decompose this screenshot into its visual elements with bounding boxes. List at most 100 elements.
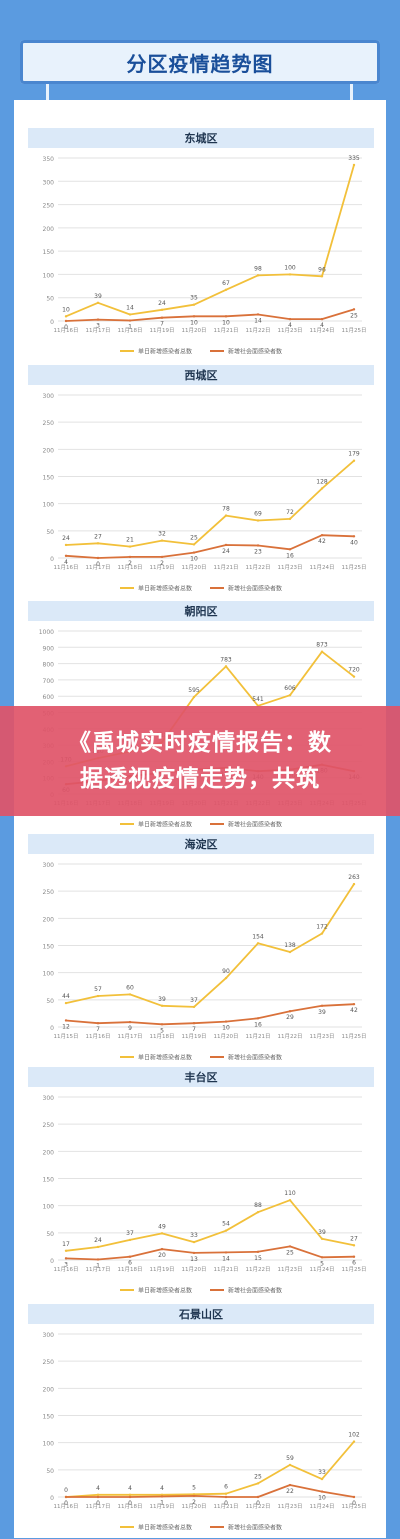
data-label: 154 <box>252 933 264 940</box>
data-label: 10 <box>190 319 198 326</box>
data-label: 16 <box>286 552 294 559</box>
chart-title: 海淀区 <box>28 834 374 854</box>
x-tick-label: 11月20日 <box>214 1033 239 1040</box>
data-label: 24 <box>94 1237 102 1244</box>
y-tick-label: 0 <box>50 1495 54 1502</box>
data-point <box>128 1495 132 1499</box>
data-point <box>96 1495 100 1499</box>
y-tick-label: 100 <box>43 971 55 978</box>
data-label: 33 <box>318 1469 326 1476</box>
data-label: 595 <box>188 687 200 694</box>
data-label: 29 <box>286 1014 294 1021</box>
x-tick-label: 11月19日 <box>150 1503 175 1510</box>
data-point <box>352 308 356 311</box>
data-point <box>96 301 100 305</box>
x-tick-label: 11月24日 <box>310 564 335 571</box>
data-label: 102 <box>348 1432 360 1439</box>
data-label: 20 <box>158 1252 166 1259</box>
data-label: 4 <box>160 1485 164 1492</box>
data-point <box>224 315 228 318</box>
data-label: 7 <box>192 1026 196 1033</box>
y-tick-label: 150 <box>43 1177 55 1184</box>
data-point <box>224 1495 228 1499</box>
x-tick-label: 11月19日 <box>150 327 175 334</box>
x-tick-label: 11月23日 <box>278 1503 303 1510</box>
data-label: 2 <box>128 560 132 567</box>
data-label: 39 <box>318 1229 326 1236</box>
data-point <box>224 1229 228 1232</box>
data-label: 0 <box>96 1500 100 1507</box>
x-tick-label: 11月18日 <box>118 564 143 571</box>
data-point <box>320 1490 324 1493</box>
data-point <box>352 1002 356 1006</box>
data-point <box>224 543 228 547</box>
data-label: 21 <box>126 537 134 544</box>
data-point <box>64 1257 68 1260</box>
data-label: 4 <box>288 322 292 329</box>
y-tick-label: 0 <box>50 1025 54 1032</box>
x-tick-label: 11月16日 <box>54 1503 79 1510</box>
data-point <box>256 1495 260 1499</box>
x-tick-label: 11月23日 <box>278 564 303 571</box>
y-tick-label: 50 <box>46 296 54 303</box>
data-label: 14 <box>126 304 134 311</box>
data-point <box>192 551 196 554</box>
x-tick-label: 11月25日 <box>342 564 367 571</box>
data-point <box>96 1245 100 1249</box>
data-label: 39 <box>94 293 102 300</box>
x-tick-label: 11月23日 <box>310 1033 335 1040</box>
data-point <box>128 313 132 316</box>
data-point <box>192 1494 196 1498</box>
data-point <box>256 942 260 945</box>
data-point <box>256 544 260 547</box>
data-label: 96 <box>318 266 326 273</box>
x-tick-label: 11月24日 <box>310 1503 335 1510</box>
legend-label: 新增社会面感染者数 <box>228 348 282 356</box>
line-chart: 0 50 100 150 200 250 300 11月16日 11月17日 11月18日 11月1… <box>43 1095 367 1295</box>
data-point <box>224 976 228 980</box>
series-line <box>65 534 355 559</box>
data-point <box>64 1495 68 1499</box>
data-label: 100 <box>284 264 296 271</box>
data-point <box>288 1483 292 1487</box>
data-point <box>192 1005 196 1009</box>
y-tick-label: 0 <box>50 1258 54 1265</box>
data-label: 60 <box>126 984 134 991</box>
x-tick-label: 11月21日 <box>214 327 239 334</box>
x-tick-label: 11月17日 <box>86 1266 111 1273</box>
data-point <box>192 1021 196 1025</box>
district-chart-panel: 石景山区 0 50 100 150 200 250 300 11月16日 11月17日 11月18日… <box>28 1304 374 1539</box>
data-label: 40 <box>350 539 358 546</box>
data-label: 54 <box>222 1221 230 1228</box>
x-tick-label: 11月17日 <box>86 564 111 571</box>
x-tick-label: 11月18日 <box>150 1033 175 1040</box>
data-label: 6 <box>128 1260 132 1267</box>
data-point <box>320 275 324 278</box>
data-point <box>352 1495 356 1499</box>
district-chart-panel: 海淀区 0 50 100 150 200 250 300 11月15日 11月16日 11月17日 1… <box>28 834 374 1069</box>
data-label: 0 <box>224 1500 228 1507</box>
data-label: 42 <box>350 1007 358 1014</box>
data-point <box>288 1010 292 1013</box>
data-point <box>224 665 228 668</box>
data-point <box>160 1023 164 1026</box>
data-label: 7 <box>160 321 164 328</box>
y-tick-label: 50 <box>46 1231 54 1238</box>
data-label: 4 <box>320 322 324 329</box>
legend-label: 单日新增感染者总数 <box>138 1287 192 1295</box>
data-label: 17 <box>62 1241 70 1248</box>
x-tick-label: 11月21日 <box>214 1503 239 1510</box>
data-point <box>128 1493 132 1497</box>
data-label: 25 <box>286 1249 294 1256</box>
data-point <box>192 303 196 306</box>
x-tick-label: 11月17日 <box>86 327 111 334</box>
y-tick-label: 700 <box>43 678 55 685</box>
data-label: 10 <box>318 1495 326 1502</box>
data-label: 0 <box>64 1487 68 1494</box>
data-label: 25 <box>350 312 358 319</box>
data-point <box>288 317 292 321</box>
data-point <box>320 1237 324 1241</box>
data-point <box>160 1247 164 1251</box>
x-tick-label: 11月20日 <box>182 1503 207 1510</box>
y-tick-label: 200 <box>43 1386 55 1393</box>
